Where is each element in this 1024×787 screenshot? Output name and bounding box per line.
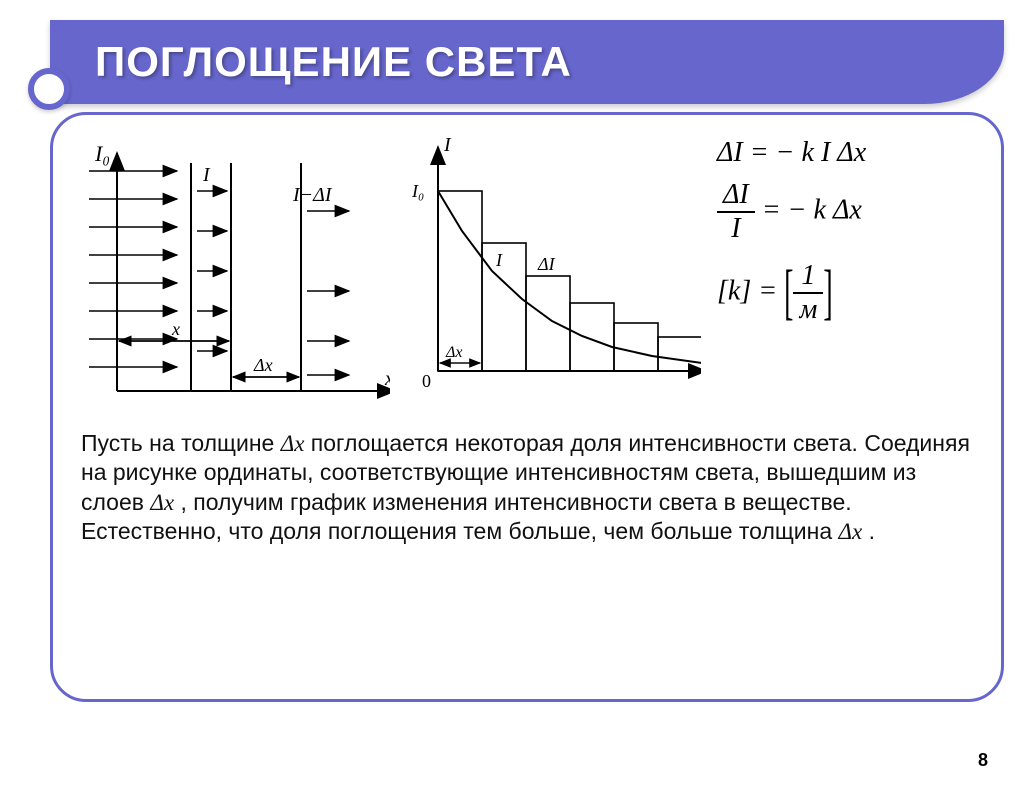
svg-text:I₀: I₀ (94, 141, 110, 166)
svg-text:I: I (202, 164, 211, 186)
svg-text:Δx: Δx (253, 355, 273, 375)
page-number: 8 (978, 750, 988, 771)
svg-text:x: x (171, 319, 180, 339)
svg-text:I₀: I₀ (411, 181, 424, 201)
svg-text:I: I (443, 134, 452, 156)
eq2-frac: ΔI I (717, 179, 755, 245)
equation-1: ΔI = − k I Δx (717, 137, 973, 169)
explanation-paragraph: Пусть на толщине Δx поглощается некотора… (81, 429, 973, 547)
svg-text:Δx: Δx (445, 344, 463, 361)
intensity-decay-chart: I 0 I₀ I ΔI Δx (402, 131, 701, 411)
page-title: ПОГЛОЩЕНИЕ СВЕТА (95, 38, 974, 86)
eq1-lhs: ΔI (717, 137, 743, 168)
equations-block: ΔI = − k I Δx ΔI I = − k Δx [k] = [ 1 м … (713, 131, 973, 332)
equation-2: ΔI I = − k Δx (717, 179, 973, 245)
eq1-rhs: = − k I Δx (743, 137, 866, 168)
eq2-rhs: = − k Δx (755, 195, 862, 226)
svg-text:I: I (495, 250, 503, 270)
absorption-slab-figure: I₀ x I I−ΔI x Δx (81, 131, 390, 411)
svg-text:ΔI: ΔI (537, 254, 556, 274)
svg-text:x: x (384, 368, 390, 390)
title-bullet (28, 68, 70, 110)
eq3-frac: 1 м (793, 260, 823, 326)
eq3-lhs: [k] (717, 275, 751, 306)
title-header: ПОГЛОЩЕНИЕ СВЕТА (50, 20, 1004, 104)
content-panel: I₀ x I I−ΔI x Δx I 0 I₀ I ΔI Δx ΔI = − k I Δx ΔI I… (50, 112, 1004, 702)
svg-text:I−ΔI: I−ΔI (292, 184, 333, 206)
svg-text:0: 0 (422, 371, 431, 391)
equation-3: [k] = [ 1 м ] (717, 260, 973, 326)
